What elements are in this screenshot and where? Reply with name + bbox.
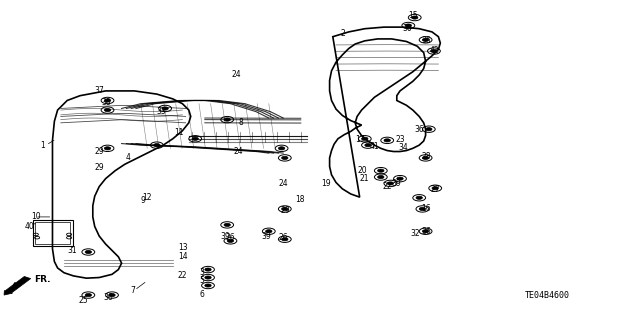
Text: 27: 27 [430, 185, 440, 194]
Circle shape [282, 156, 288, 160]
Circle shape [109, 293, 115, 297]
Text: 32: 32 [411, 229, 420, 238]
Circle shape [431, 49, 437, 53]
Text: 24: 24 [234, 147, 243, 156]
Text: 31: 31 [67, 246, 77, 255]
Text: 22: 22 [178, 271, 188, 280]
Text: 24: 24 [278, 179, 288, 188]
Text: 36: 36 [104, 293, 113, 302]
Circle shape [205, 268, 211, 271]
Text: 38: 38 [101, 98, 111, 107]
Text: 39: 39 [261, 232, 271, 241]
Text: 19: 19 [321, 179, 331, 188]
Text: 39: 39 [392, 179, 401, 188]
Text: 41: 41 [370, 142, 380, 151]
Text: 9: 9 [141, 197, 146, 205]
FancyArrow shape [4, 277, 31, 295]
Circle shape [397, 177, 403, 180]
Text: 34: 34 [398, 143, 408, 152]
Circle shape [412, 16, 418, 19]
Circle shape [85, 250, 92, 254]
Circle shape [282, 238, 288, 241]
Circle shape [224, 223, 230, 226]
Circle shape [205, 284, 211, 287]
Circle shape [104, 99, 111, 102]
Text: 21: 21 [360, 174, 369, 183]
Circle shape [405, 24, 412, 27]
Text: 14: 14 [178, 252, 188, 261]
Text: 29: 29 [95, 163, 104, 172]
Text: 18: 18 [296, 195, 305, 204]
Circle shape [416, 196, 422, 199]
Text: 33: 33 [157, 107, 166, 116]
Text: 13: 13 [178, 243, 188, 252]
Text: 37: 37 [95, 86, 104, 95]
Text: 22: 22 [383, 182, 392, 191]
Text: 26: 26 [278, 233, 288, 242]
Circle shape [422, 156, 429, 160]
Circle shape [378, 175, 384, 179]
Circle shape [85, 293, 92, 297]
Text: 29: 29 [95, 147, 104, 156]
Text: 10: 10 [31, 212, 40, 221]
Bar [35, 222, 70, 244]
Text: 11: 11 [174, 128, 184, 137]
Circle shape [162, 107, 168, 110]
Text: 7: 7 [131, 286, 136, 295]
Text: 30: 30 [402, 24, 412, 33]
Text: 5: 5 [200, 276, 205, 285]
Circle shape [384, 139, 390, 142]
Circle shape [362, 137, 368, 140]
Text: 2: 2 [340, 29, 345, 38]
Circle shape [387, 182, 394, 185]
Circle shape [422, 38, 429, 41]
Circle shape [205, 276, 211, 279]
Text: 35: 35 [421, 36, 431, 45]
Circle shape [104, 147, 111, 150]
Circle shape [419, 207, 426, 211]
Text: 20: 20 [357, 166, 367, 175]
Text: 4: 4 [125, 153, 131, 162]
Text: 36: 36 [421, 227, 431, 236]
Circle shape [422, 230, 429, 233]
Text: 36: 36 [415, 125, 424, 134]
Circle shape [224, 118, 230, 121]
Circle shape [104, 108, 111, 112]
Text: 17: 17 [355, 135, 365, 144]
Text: 16: 16 [421, 204, 431, 213]
Text: 42: 42 [430, 46, 440, 55]
Text: 1: 1 [40, 141, 45, 150]
Text: 29: 29 [280, 206, 290, 215]
Text: 15: 15 [408, 11, 418, 20]
Text: 23: 23 [396, 135, 405, 144]
Circle shape [266, 230, 272, 233]
Circle shape [154, 144, 160, 147]
Circle shape [227, 239, 234, 242]
Text: FR.: FR. [34, 275, 51, 284]
Text: 40: 40 [24, 222, 34, 231]
Bar [33, 220, 73, 246]
Text: 39: 39 [221, 232, 230, 241]
Text: 26: 26 [225, 233, 235, 242]
Text: 28: 28 [421, 152, 431, 161]
Text: 25: 25 [78, 296, 88, 305]
Circle shape [378, 169, 384, 172]
Circle shape [426, 128, 432, 131]
Circle shape [282, 207, 288, 211]
Text: 24: 24 [232, 70, 241, 79]
Text: 3: 3 [200, 268, 205, 277]
Text: 8: 8 [238, 118, 243, 127]
Circle shape [432, 187, 438, 190]
Text: 6: 6 [200, 290, 205, 299]
Text: 12: 12 [142, 193, 152, 202]
Text: TE04B4600: TE04B4600 [525, 291, 570, 300]
Circle shape [278, 147, 285, 150]
Circle shape [365, 144, 371, 147]
Circle shape [192, 137, 198, 140]
